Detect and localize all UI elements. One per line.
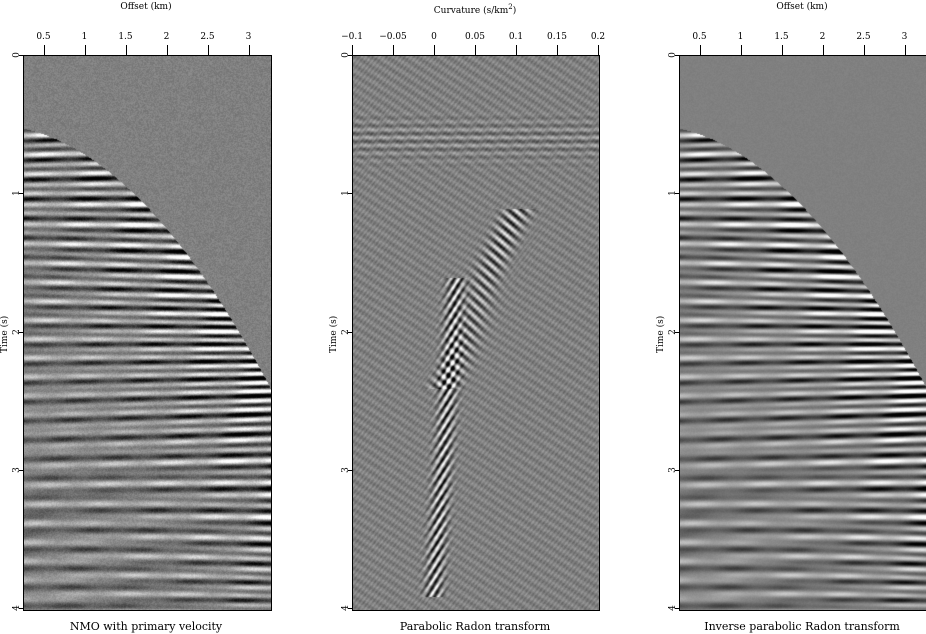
x-tick xyxy=(248,45,250,55)
x-tick xyxy=(740,45,742,55)
y-tick xyxy=(348,608,352,609)
x-tick xyxy=(84,45,86,55)
y-tick xyxy=(19,331,23,333)
y-tick xyxy=(675,469,679,471)
y-tick xyxy=(348,55,352,56)
y-axis-label: Time (s) xyxy=(656,315,666,353)
x-tick-label: 1 xyxy=(737,32,744,42)
y-tick xyxy=(348,193,352,195)
x-tick-label: −0.05 xyxy=(379,32,407,42)
x-tick-label: 0.2 xyxy=(590,32,606,42)
x-axis-label-sup: 2 xyxy=(508,3,513,11)
y-axis-label: Time (s) xyxy=(329,315,339,353)
x-tick xyxy=(393,45,394,55)
y-tick xyxy=(19,469,23,471)
seismic-image-nmo xyxy=(23,55,272,611)
y-tick-label: 2 xyxy=(12,328,22,335)
seismic-image-radon xyxy=(352,55,600,611)
x-tick xyxy=(863,45,865,55)
x-tick xyxy=(699,45,701,55)
y-tick xyxy=(675,331,679,333)
x-tick xyxy=(781,45,783,55)
y-tick xyxy=(675,193,679,195)
x-tick xyxy=(822,45,824,55)
x-tick-label: 1.5 xyxy=(774,32,789,42)
x-axis-label-end: ) xyxy=(512,6,517,16)
y-tick-label: 1 xyxy=(668,190,678,197)
x-tick-label: 0.05 xyxy=(464,32,486,42)
y-tick xyxy=(19,193,23,195)
x-tick xyxy=(125,45,127,55)
y-tick-label: 0 xyxy=(341,52,351,58)
x-tick-label: 2.5 xyxy=(856,32,871,42)
panel-inverse: Offset (km) Time (s) Inverse parabolic R… xyxy=(656,0,926,634)
y-tick-label: 1 xyxy=(341,190,351,197)
x-tick-label: 3 xyxy=(245,32,252,42)
x-tick xyxy=(475,45,476,55)
caption: Inverse parabolic Radon transform xyxy=(704,620,900,633)
y-tick-label: 1 xyxy=(12,190,22,197)
y-tick xyxy=(19,55,23,56)
caption: Parabolic Radon transform xyxy=(399,620,551,633)
y-tick-label: 2 xyxy=(668,328,678,335)
y-tick-label: 0 xyxy=(668,52,678,58)
y-tick xyxy=(675,608,679,609)
x-axis-label: Offset (km) xyxy=(776,2,828,12)
x-axis-label: Offset (km) xyxy=(120,2,172,12)
x-tick-label: 2 xyxy=(819,32,826,42)
x-axis-label-text: Curvature (s/km xyxy=(433,6,509,16)
y-tick-label: 2 xyxy=(341,328,351,335)
panel-nmo: Offset (km) Time (s) NMO with primary ve… xyxy=(0,0,330,634)
x-tick-label: 1.5 xyxy=(118,32,133,42)
x-tick xyxy=(207,45,209,55)
panel-radon: Curvature (s/km2) Time (s) Parabolic Rad… xyxy=(329,0,659,634)
x-tick-label: 3 xyxy=(901,32,908,42)
x-tick-label: 0.5 xyxy=(36,32,51,42)
x-tick xyxy=(434,45,435,55)
y-tick-label: 3 xyxy=(668,466,678,473)
x-tick-label: 0.1 xyxy=(508,32,524,42)
y-tick xyxy=(348,469,352,471)
x-tick xyxy=(516,45,517,55)
y-tick-label: 4 xyxy=(341,605,351,611)
x-tick-label: 2.5 xyxy=(200,32,215,42)
caption: NMO with primary velocity xyxy=(69,620,223,633)
x-tick xyxy=(557,45,558,55)
x-tick xyxy=(904,45,906,55)
x-tick xyxy=(598,45,599,55)
y-tick-label: 3 xyxy=(12,466,22,473)
x-tick xyxy=(43,45,45,55)
y-tick-label: 3 xyxy=(341,466,351,473)
y-tick-label: 4 xyxy=(12,605,22,611)
x-tick-label: −0.1 xyxy=(341,32,363,42)
y-axis-label: Time (s) xyxy=(0,315,10,353)
y-tick xyxy=(348,331,352,333)
x-tick xyxy=(352,45,353,55)
seismic-image-inverse xyxy=(679,55,926,611)
y-tick xyxy=(19,608,23,609)
x-axis-label: Curvature (s/km2) xyxy=(434,2,516,17)
y-tick-label: 0 xyxy=(12,52,22,58)
x-tick-label: 0.5 xyxy=(692,32,707,42)
y-tick xyxy=(675,55,679,56)
x-tick xyxy=(166,45,168,55)
x-tick-label: 0 xyxy=(431,32,437,42)
x-tick-label: 0.15 xyxy=(546,32,568,42)
x-tick-label: 2 xyxy=(163,32,170,42)
y-tick-label: 4 xyxy=(668,605,678,611)
x-tick-label: 1 xyxy=(81,32,88,42)
